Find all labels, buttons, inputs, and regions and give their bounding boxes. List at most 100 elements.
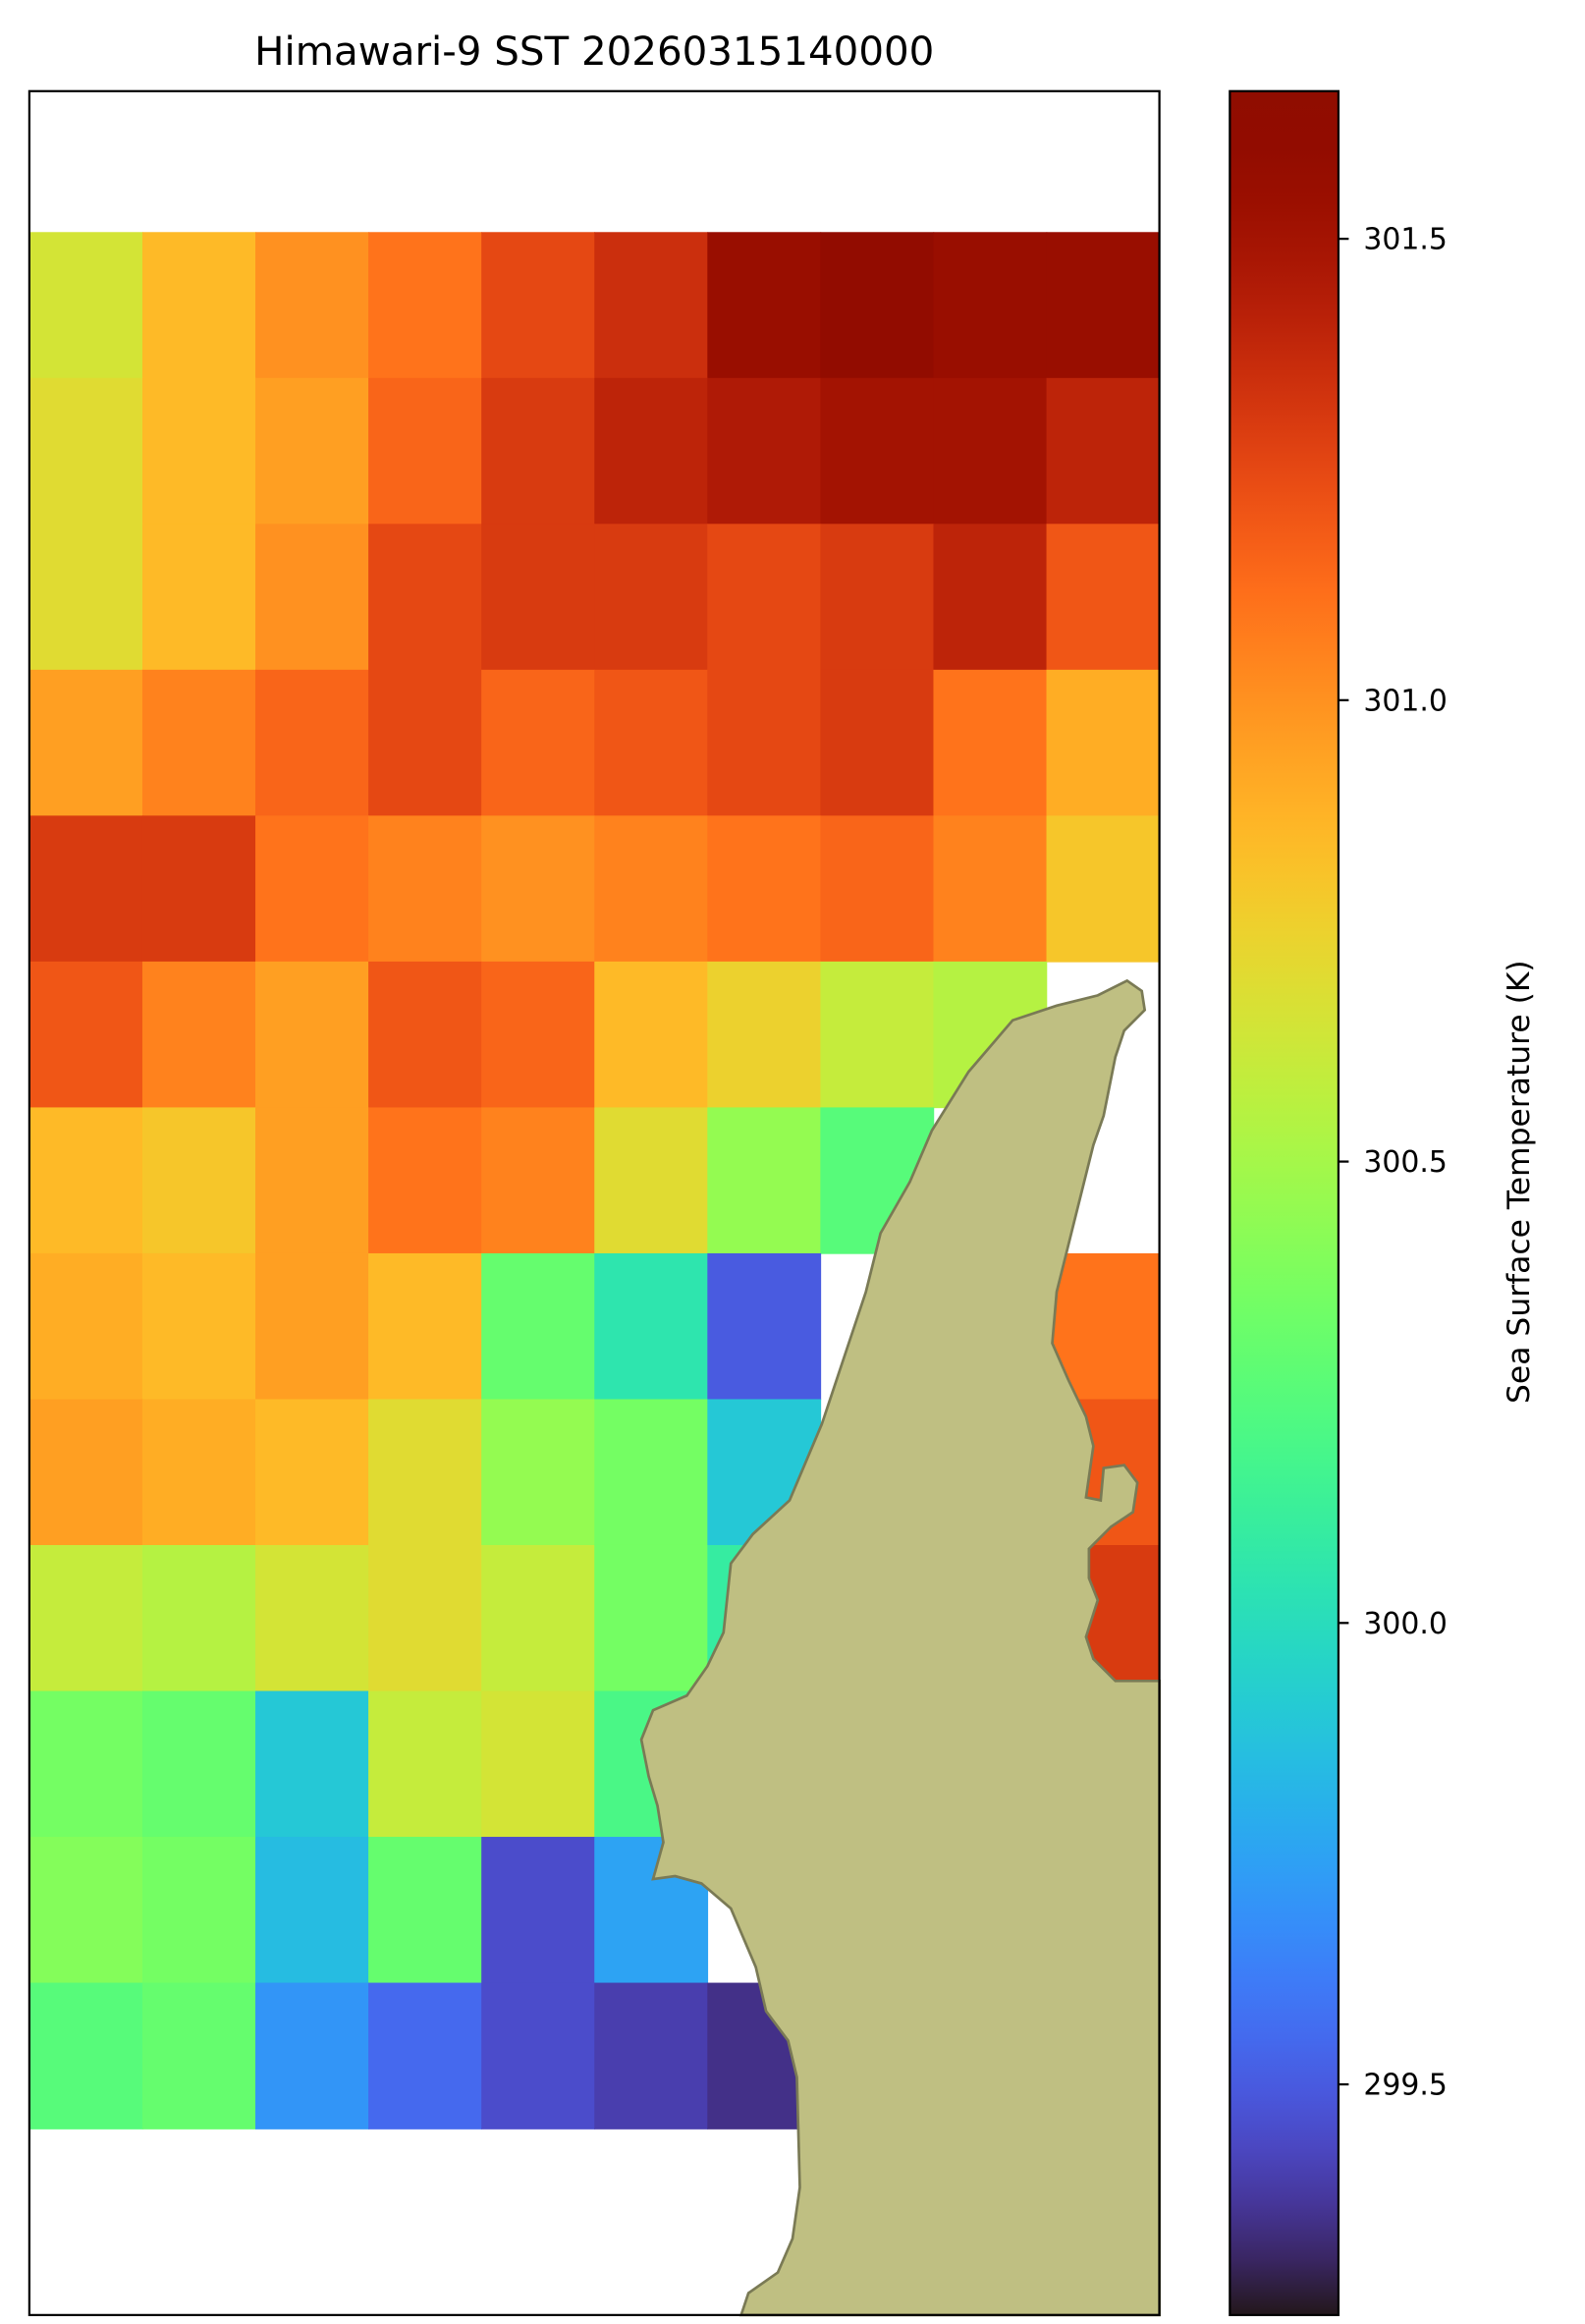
sst-cell [594,232,709,379]
sst-cell [141,1107,256,1254]
sst-cell [481,377,595,526]
sst-cell [255,232,369,379]
sst-cell [594,1544,709,1692]
colorbar-tick-label: 300.0 [1363,1607,1448,1641]
sst-cell [141,524,256,671]
sst-cell [1046,524,1161,671]
sst-cell [594,669,709,817]
sst-cell [255,669,369,817]
sst-cell [481,1399,595,1546]
sst-cell [28,232,143,379]
colorbar-ticks: 299.5 300.0 300.5 301.0 301.5 [1338,223,1448,2102]
sst-cell [368,669,482,817]
sst-cell [594,1252,709,1401]
sst-cell [594,815,709,963]
land [639,978,1161,2317]
sst-cell [707,524,822,671]
sst-cell [255,1982,369,2130]
sst-cell [481,1837,595,1984]
sst-cell [28,524,143,671]
sst-cell [141,1399,256,1546]
sst-cell [28,961,143,1109]
sst-cell [481,232,595,379]
sst-cell [141,961,256,1109]
sst-cell [1046,232,1161,379]
sst-cell [820,524,935,671]
sst-cell [481,961,595,1109]
colorbar-tick-label: 300.5 [1363,1145,1448,1180]
sst-cell [368,815,482,963]
sst-cell [481,669,595,817]
colorbar-tick-label: 301.5 [1363,223,1448,257]
sst-cell [141,1837,256,1984]
sst-cell [141,1544,256,1692]
sst-cell [481,1544,595,1692]
sst-cell [28,1252,143,1401]
sst-cell [368,377,482,526]
sst-cell [707,232,822,379]
colorbar [1229,89,1340,2317]
sst-cell [141,1252,256,1401]
sst-cell [594,1107,709,1254]
sst-cell [820,815,935,963]
sst-cell [141,232,256,379]
sst-cell [28,669,143,817]
sst-cell [594,377,709,526]
sst-cell [820,961,935,1109]
sst-cell [255,815,369,963]
sst-cell [28,1690,143,1838]
sst-cell [707,377,822,526]
map-frame [27,89,1161,2317]
sst-cell [707,669,822,817]
sst-cell [141,1982,256,2130]
sst-cell [28,1837,143,1984]
sst-cell [28,815,143,963]
sst-cell [933,377,1048,526]
sst-cell [368,1107,482,1254]
sst-cell [481,524,595,671]
sst-cell [933,669,1048,817]
sst-cell [933,524,1048,671]
sst-cell [255,1544,369,1692]
sst-cell [1046,669,1161,817]
sst-cell [707,1252,822,1401]
sst-cell [368,1399,482,1546]
colorbar-tick-label: 301.0 [1363,684,1448,718]
sst-cell [820,232,935,379]
sst-cell [368,1982,482,2130]
sst-cell [820,669,935,817]
sst-cell [141,669,256,817]
sst-cell [255,1252,369,1401]
sst-grid [28,232,1161,2130]
sst-cell [481,1690,595,1838]
sst-cell [820,377,935,526]
sst-cell [368,1690,482,1838]
sst-cell [368,1544,482,1692]
chart-title: Himawari-9 SST 20260315140000 [254,28,934,75]
sst-cell [594,961,709,1109]
sst-cell [141,1690,256,1838]
sst-cell [707,961,822,1109]
sst-cell [28,1544,143,1692]
colorbar-tick-label: 299.5 [1363,2068,1448,2102]
sst-cell [28,377,143,526]
sst-cell [255,1399,369,1546]
sst-cell [255,524,369,671]
sst-cell [933,815,1048,963]
sst-cell [594,1982,709,2130]
sst-cell [1046,377,1161,526]
sst-cell [255,1107,369,1254]
sst-cell [594,1399,709,1546]
sst-cell [28,1107,143,1254]
sst-cell [368,961,482,1109]
sst-cell [368,524,482,671]
sst-cell [141,377,256,526]
sst-cell [141,815,256,963]
sst-cell [28,1982,143,2130]
sst-cell [707,1107,822,1254]
sst-cell [255,1837,369,1984]
sst-cell [368,1837,482,1984]
sst-cell [255,377,369,526]
sst-cell [255,961,369,1109]
